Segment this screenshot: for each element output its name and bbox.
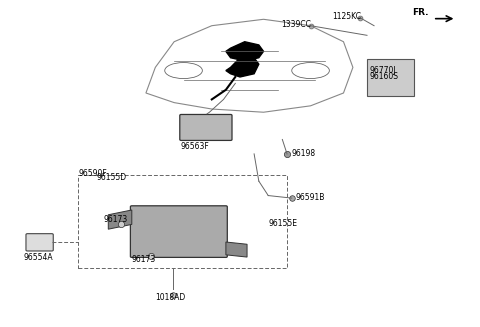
Text: 96554A: 96554A [24,252,53,262]
FancyBboxPatch shape [131,206,228,257]
Text: 96770J: 96770J [370,66,396,75]
Text: 1018AD: 1018AD [156,293,186,302]
FancyBboxPatch shape [26,234,53,251]
Polygon shape [226,42,264,61]
Polygon shape [108,210,132,229]
Text: 96590F: 96590F [79,169,108,178]
Text: 96198: 96198 [292,149,316,158]
Polygon shape [226,58,259,77]
FancyBboxPatch shape [367,60,414,96]
Text: 96591B: 96591B [296,193,325,202]
Text: FR.: FR. [412,8,428,17]
Text: 96563F: 96563F [180,142,209,151]
Text: 96173: 96173 [104,215,128,224]
Text: 96173: 96173 [132,255,156,264]
Text: 96155D: 96155D [96,173,127,182]
Polygon shape [226,242,247,257]
Text: 1339CC: 1339CC [281,20,311,28]
Text: 96155E: 96155E [268,219,297,228]
Text: 96160S: 96160S [370,72,398,80]
FancyBboxPatch shape [180,114,232,140]
Text: 1125KC: 1125KC [332,11,361,21]
